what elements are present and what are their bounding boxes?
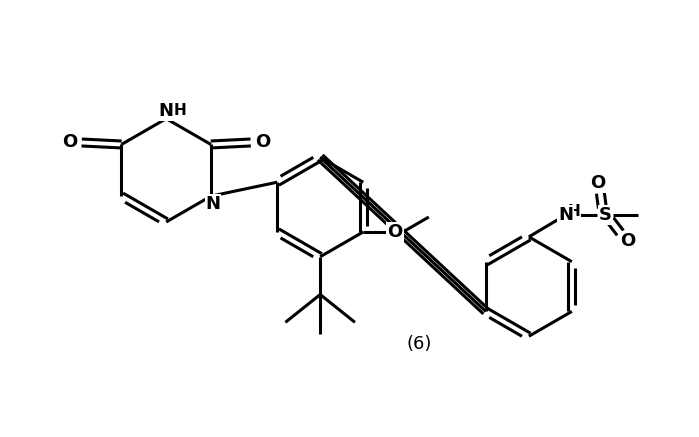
Text: S: S	[599, 206, 612, 224]
Text: O: O	[621, 232, 636, 250]
Text: O: O	[387, 223, 403, 241]
Text: H: H	[174, 103, 187, 118]
Text: O: O	[590, 174, 605, 192]
Text: O: O	[255, 133, 271, 152]
Text: N: N	[558, 206, 573, 224]
Text: N: N	[159, 102, 173, 120]
Text: (6): (6)	[407, 335, 432, 353]
Text: N: N	[206, 195, 220, 213]
Text: H: H	[567, 204, 580, 218]
Text: O: O	[62, 133, 78, 152]
